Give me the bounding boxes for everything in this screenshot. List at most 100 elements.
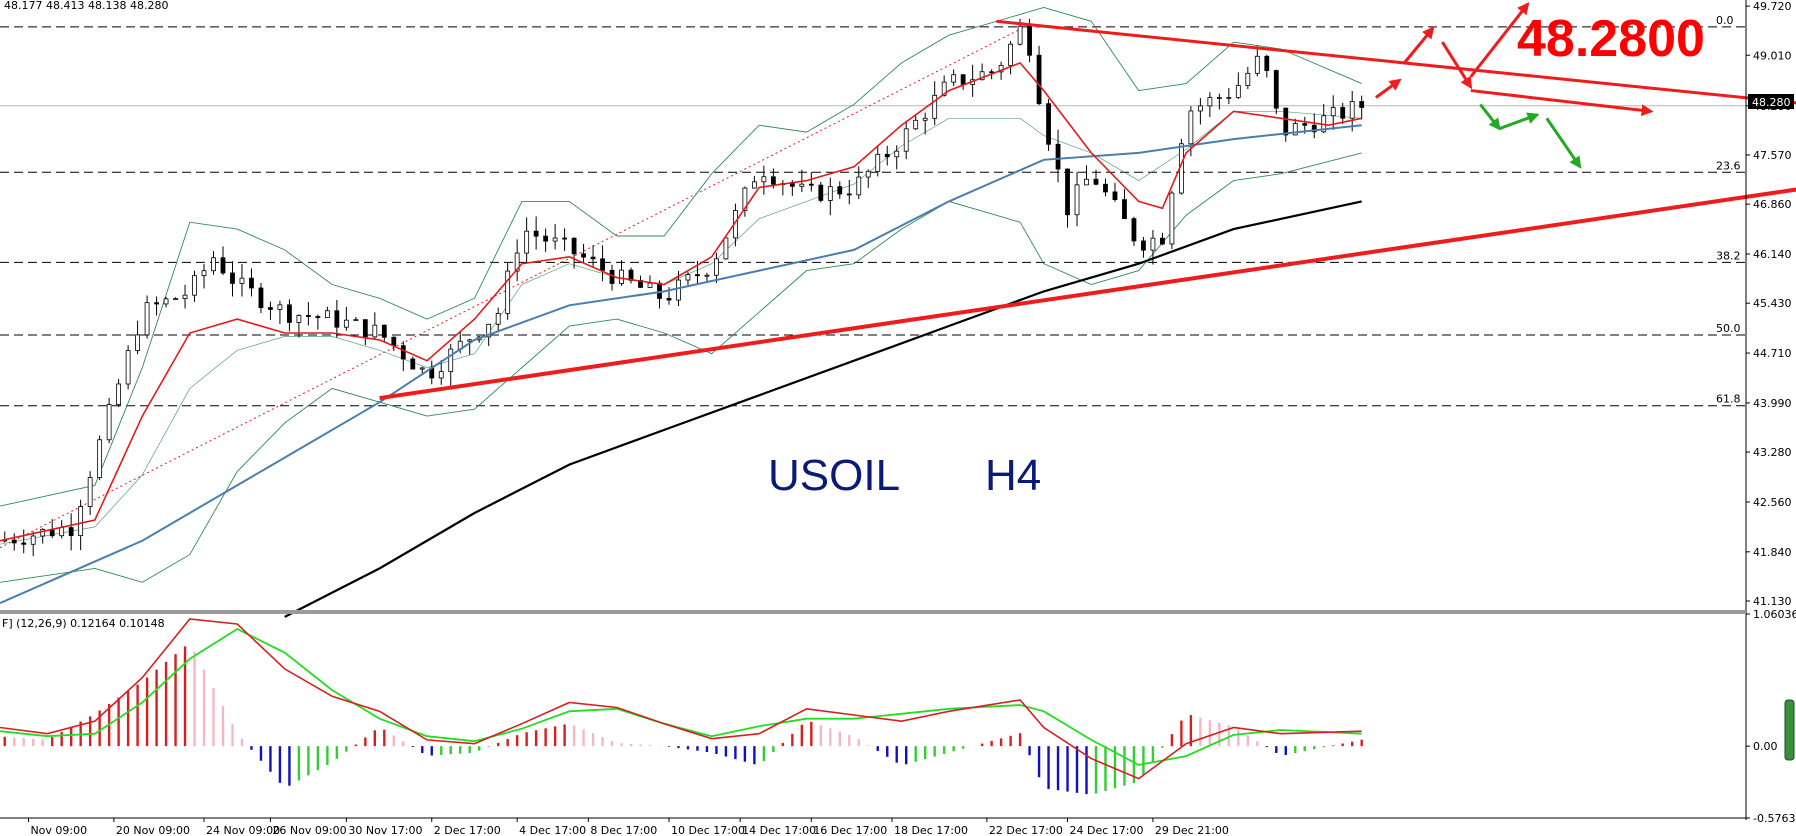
candle-body	[230, 272, 235, 284]
candle	[837, 181, 843, 199]
candle-body	[922, 117, 928, 121]
time-tick-label: 2 Dec 17:00	[434, 824, 501, 836]
candle	[410, 356, 416, 370]
candle-body	[410, 358, 416, 370]
candle	[714, 252, 719, 283]
time-tick-label: 24 Dec 17:00	[1070, 824, 1144, 836]
candle-body	[87, 477, 93, 507]
candle-body	[600, 258, 605, 271]
candle-body	[97, 439, 103, 478]
candle-body	[1207, 97, 1213, 107]
candle	[552, 224, 558, 250]
candle	[230, 261, 235, 297]
candle-body	[1150, 237, 1156, 251]
candle	[533, 216, 539, 250]
candle-body	[1188, 110, 1194, 145]
candle-body	[1340, 107, 1346, 119]
candle-body	[68, 527, 74, 537]
candle-body	[1226, 96, 1232, 99]
candle-body	[40, 528, 46, 537]
candle	[182, 284, 188, 309]
candle-body	[571, 237, 577, 255]
candle-body	[1349, 101, 1355, 119]
current-price-badge: 48.280	[1748, 94, 1794, 109]
candle-body	[1008, 43, 1013, 66]
candle	[1036, 45, 1042, 106]
candle	[818, 181, 824, 203]
candle-body	[287, 304, 292, 323]
candle-body	[1254, 55, 1260, 74]
candle-body	[761, 176, 767, 183]
symbol-label: USOIL	[768, 451, 900, 500]
price-tick-label: 41.130	[1753, 595, 1792, 608]
candle	[742, 186, 748, 217]
candle-body	[505, 270, 511, 314]
time-tick-label: 8 Dec 17:00	[590, 824, 657, 836]
candle-body	[1302, 123, 1308, 126]
price-tick-label: 43.990	[1753, 397, 1792, 410]
candle-body	[305, 315, 311, 317]
price-tick-label: 46.860	[1753, 198, 1792, 211]
bollinger-upper	[0, 7, 1362, 507]
candle-body	[495, 312, 501, 325]
candle	[201, 264, 207, 289]
candle	[372, 312, 378, 340]
candle-body	[11, 539, 17, 544]
candle	[1065, 168, 1070, 228]
candle-body	[533, 230, 539, 237]
time-tick-label: 10 Dec 17:00	[671, 824, 745, 836]
fib-level-label: 50.0	[1716, 322, 1741, 335]
time-tick-label: 4 Dec 17:00	[519, 824, 586, 836]
candle	[865, 169, 871, 188]
macd-label: F] (12,26,9) 0.12164 0.10148	[2, 617, 165, 630]
candle-body	[837, 186, 843, 195]
candle	[1254, 45, 1260, 77]
candle	[277, 300, 283, 324]
candle	[951, 69, 957, 86]
candle-body	[1292, 123, 1298, 136]
candle	[305, 302, 311, 326]
candle-body	[486, 323, 492, 338]
candle-body	[201, 270, 207, 277]
candle-body	[913, 119, 919, 130]
forecast-arrow-green	[1479, 103, 1501, 131]
candle-body	[1027, 25, 1032, 56]
candle-body	[960, 74, 966, 85]
candle	[106, 397, 112, 444]
ma-slow-line	[284, 200, 1362, 618]
candle-body	[258, 287, 264, 308]
candle	[590, 245, 596, 267]
candle	[619, 260, 624, 286]
candle	[400, 341, 406, 372]
candle-body	[211, 257, 216, 272]
candle-body	[192, 275, 197, 296]
price-tick-label: 42.560	[1753, 496, 1792, 509]
candle	[1207, 92, 1213, 118]
candle-body	[135, 334, 140, 351]
macd-tick-label: 0.00	[1753, 740, 1778, 753]
candle-body	[562, 237, 568, 240]
candle-body	[30, 535, 36, 545]
candle	[913, 114, 919, 131]
candle	[562, 228, 568, 251]
candle-body	[78, 506, 84, 537]
time-tick-label: 24 Nov 09:00	[206, 824, 280, 836]
candle-body	[818, 184, 824, 201]
candle-body	[1122, 199, 1127, 220]
fib-level-label: 61.8	[1716, 393, 1741, 406]
ma-mid-line	[0, 124, 1362, 605]
candle-body	[1141, 240, 1146, 251]
fib-level-label: 0.0	[1716, 14, 1734, 27]
candle-body	[59, 527, 65, 537]
candle	[571, 237, 577, 269]
candle	[87, 471, 93, 515]
candle	[827, 177, 833, 216]
candle-body	[619, 269, 624, 284]
price-tick-label: 44.710	[1753, 347, 1792, 360]
candle-body	[751, 181, 757, 189]
candle	[1273, 69, 1279, 115]
candle-body	[154, 302, 159, 305]
timeframe-label: H4	[985, 451, 1041, 500]
